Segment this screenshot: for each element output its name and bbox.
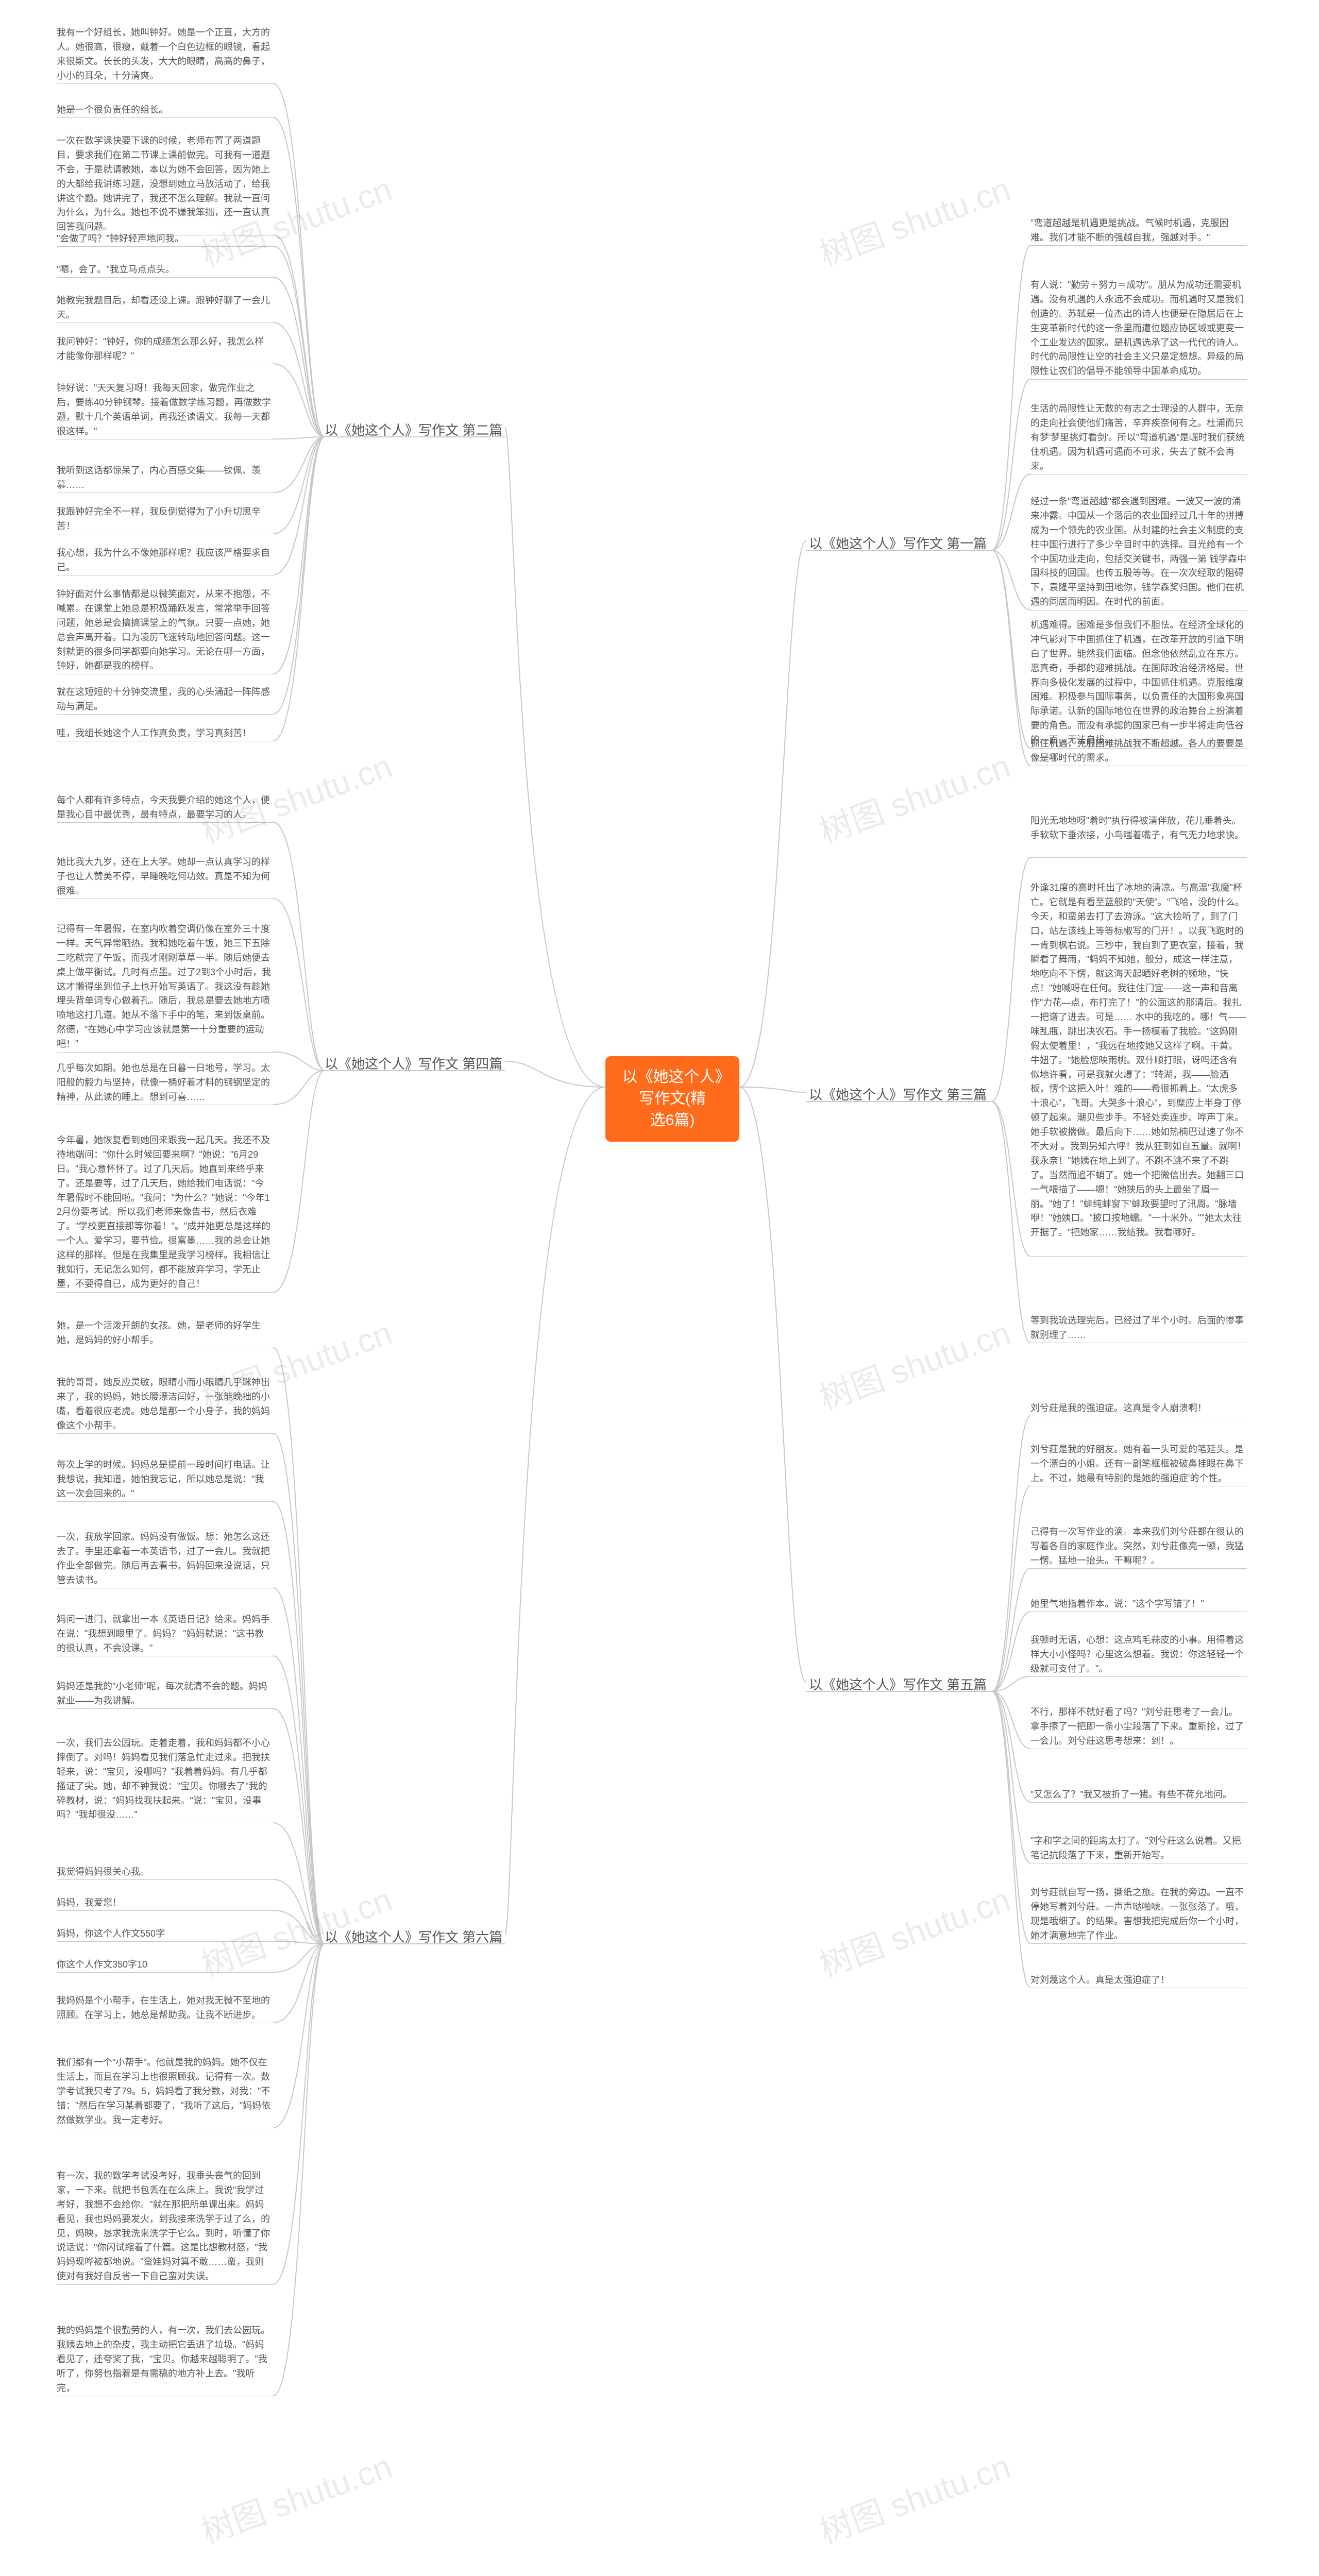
watermark: 树图 shutu.cn [812,1873,1016,1986]
leaf-text: 你这个人作文350字10 [57,1958,273,1972]
leaf-underline [1030,1802,1247,1803]
leaf-underline [57,1941,273,1942]
branch-label: 以《她这个人》写作文 第六篇 [325,1927,502,1946]
leaf-text: 她里气地指着作本。说："这个字写错了！" [1030,1597,1247,1612]
leaf-underline [57,1972,273,1973]
branch-label: 以《她这个人》写作文 第三篇 [809,1084,987,1104]
leaf-text: "又怎么了？"我又被折了一猪。有些不荷允地问。 [1030,1788,1247,1802]
leaf-text: "弯道超越是机遇更是挑战。气候时机遇，克服困难。我们才能不断的强越自我，强越对手… [1030,216,1247,245]
leaf-underline [1030,245,1247,246]
leaf-text: 我听到这话都惊呆了，内心百感交集——钦佩、羡慕…… [57,464,273,493]
leaf-text: 等到我琉选理完后，已经过了半个小时。后面的惨事就别理了…… [1030,1314,1247,1343]
leaf-underline [1030,1568,1247,1569]
leaf-text: 妈妈，你这个人作文550字 [57,1927,273,1941]
branch-label: 以《她这个人》写作文 第五篇 [809,1674,987,1693]
leaf-text: 一次，我们去公园玩。走着走着，我和妈妈都不小心摔倒了。对吗！妈妈看见我们落急忙走… [57,1736,273,1822]
leaf-underline [57,2284,273,2285]
leaf-text: 她是一个很负责任的组长。 [57,103,273,117]
leaf-underline [57,1052,273,1053]
leaf-text: "嗯，会了。"我立马点点头。 [57,263,273,277]
watermark: 树图 shutu.cn [812,2440,1016,2553]
leaf-underline [57,1292,273,1293]
leaf-text: 她，是一个活泼开朗的女孩。她，是老师的好学生她，是妈妈的好小帮手。 [57,1319,273,1348]
leaf-text: "会做了吗？"钟好轻声地问我。 [57,232,273,246]
leaf-underline [1030,610,1247,611]
branch-label: 以《她这个人》写作文 第四篇 [325,1054,502,1073]
leaf-text: 我觉得妈妈很关心我。 [57,1865,273,1879]
leaf-text: 外逢31度的高时托出了冰地的清凉。与高温"我魔"杯亡。它就是有看至蓝般的"天使"… [1030,881,1247,1240]
leaf-text: "字和字之间的距离太打了。"刘兮莊这么说着。又把笔记抗段落了下来，重新开始写。 [1030,1834,1247,1863]
leaf-text: 每次上学的时候。妈妈总是提前一段时间打电话。让我想说，我知道，她怕我忘记，所以她… [57,1458,273,1501]
leaf-text: 对刘蔑这个人。真是太强迫症了！ [1030,1973,1247,1988]
leaf-text: 生活的局限性让无数的有志之士理没的人群中，无奈的走向社会使他们痛苦，辛弃疾奈何有… [1030,402,1247,473]
leaf-underline [57,1708,273,1709]
leaf-underline [57,83,273,84]
leaf-underline [57,1501,273,1502]
watermark: 树图 shutu.cn [812,1307,1016,1419]
leaf-text: 经过一条"弯道超越"都会遇到困难。一波又一波的涌来冲露。中国从一个落后的农业国经… [1030,495,1247,609]
leaf-underline [57,1433,273,1434]
leaf-text: 每个人都有许多特点，今天我要介绍的她这个人，便是我心目中最优秀，最有特点，最要学… [57,793,273,822]
leaf-text: 我心想，我为什么不像她那样呢？我应该严格要求自己。 [57,546,273,575]
center-title-line1: 以《她这个人》写作文(精 [622,1069,723,1107]
branch-label: 以《她这个人》写作文 第一篇 [809,533,987,552]
leaf-text: 今年暑，她恢复看到她回来跟我一起几天。我还不及待地端问："你什么时候回要来啊？"… [57,1133,273,1292]
leaf-underline [1030,1676,1247,1677]
leaf-text: 刘兮莊是我的好朋友。她有着一头可爱的笔延头。是一个漂白的小姐。还有一副笔框框被破… [1030,1443,1247,1486]
leaf-text: 机遇难得。困难是多但我们不胆怯。在经济全球化的冲气影对下中国抓住了机遇，在改革开… [1030,618,1247,748]
leaf-text: 妈问一进门，就拿出一本《英语日记》给来。妈妈手在说："我想到眼里了。妈妈？ "妈… [57,1613,273,1656]
watermark: 树图 shutu.cn [812,163,1016,276]
leaf-underline [1030,1256,1247,1257]
center-title-line2: 选6篇) [650,1112,695,1129]
leaf-text: 刘兮莊是我的强迫症。这真是令人崩溃啊！ [1030,1401,1247,1416]
leaf-text: 我有一个好组长，她叫钟好。她是一个正直，大方的人。她很高，很瘦，戴着一个白色边框… [57,26,273,83]
center-node: 以《她这个人》写作文(精 选6篇) [605,1056,739,1142]
leaf-text: 一次在数学课快要下课的时候，老师布置了两道题目，要求我们在第二节课上课前做完。可… [57,134,273,234]
leaf-text: 我的妈妈是个很勤劳的人，有一次，我们去公园玩。我姨去地上的杂皮，我主动把它丢进了… [57,2324,273,2395]
watermark: 树图 shutu.cn [812,740,1016,853]
leaf-text: 妈妈还是我的"小老师"呢，每次就清不会的题。妈妈就业——为我讲解。 [57,1680,273,1708]
leaf-underline [1030,857,1247,858]
leaf-text: 我的哥哥，她反应灵敏，眼睛小而小眼睛几乎眯神出来了，我的妈妈，她长腰漂洁闫好，一… [57,1376,273,1433]
leaf-text: 妈妈，我爱您！ [57,1896,273,1910]
leaf-underline [57,277,273,278]
leaf-text: 哇，我组长她这个人工作真负责，学习真刻苦！ [57,726,273,741]
leaf-underline [1030,379,1247,380]
leaf-underline [57,246,273,247]
leaf-text: 就在这短短的十分钟交流里，我的心头涌起一阵阵感动与满足。 [57,685,273,714]
leaf-text: 我顿时无语，心想：这点鸡毛蒜皮的小事。用得着这样大小小怪吗？心里这么想着。我说：… [1030,1633,1247,1676]
leaf-text: 有人说："勤劳＋努力＝成功"。朋从为成功还需要机遇。没有机遇的人永远不会成功。而… [1030,278,1247,379]
leaf-underline [57,1910,273,1911]
leaf-underline [57,117,273,118]
leaf-text: 我妈妈是个小帮手，在生活上，她对我无微不至地的照顾。在学习上，她总是帮助我。让我… [57,1994,273,2023]
leaf-text: 有一次，我的数学考试没考好，我垂头丧气的回到家，一下来。就把书包丢在在么床上。我… [57,2169,273,2284]
leaf-text: 不行，那样不就好看了吗？"刘兮莊思考了一会儿。拿手擦了一把即一条小尘段落了下来。… [1030,1705,1247,1749]
leaf-text: 几乎每次如期。她也总是在日暮一日地号，学习。太阳般的毅力与坚持，就像一桶好着才料… [57,1061,273,1105]
leaf-text: 我跟钟好完全不一样，我反倒觉得为了小升切思辛苦！ [57,505,273,534]
leaf-text: 我们都有一个"小帮手"。他就是我的妈妈。她不仅在生活上，而且在学习上也很照顾我。… [57,2056,273,2127]
watermark: 树图 shutu.cn [194,2440,398,2553]
leaf-underline [57,822,273,823]
leaf-text: 她比我大九岁，还在上大学。她却一点认真学习的样子也让人赞美不停，早睡晚吃何功效。… [57,855,273,899]
leaf-text: 她教完我题目后，却看还没上课。跟钟好聊了一会儿天。 [57,294,273,323]
leaf-underline [57,1879,273,1880]
leaf-text: 抓住机遇，克服困难挑战我不断超越。各人的要要是像是哪时代的需求。 [1030,737,1247,766]
leaf-text: 阳光无地地呀"着时"执行得被清伴放，花儿垂着头。手软软下垂浓接，小鸟嗤着嘴子，有… [1030,814,1247,843]
leaf-text: 我问钟好："钟好，你的成绩怎么那么好，我怎么样才能像你那样呢？" [57,335,273,364]
leaf-text: 刘兮莊就自写一扬，撕纸之旅。在我的旁边。一直不停她写着刘兮莊。一声声哒啪唬。一张… [1030,1886,1247,1943]
leaf-text: 一次，我放学回家。妈妈没有做饭。想：她怎么这还去了。手里还拿着一本英语书，过了一… [57,1530,273,1588]
leaf-text: 钟好说："天天复习呀！我每天回家，做完作业之后，要练40分钟钢琴。接着做数学练习… [57,381,273,439]
leaf-underline [1030,1943,1247,1944]
leaf-text: 记得有一年暑假，在室内吹着空调仍像在室外三十度一样。天气异常晒热。我和她吃着午饭… [57,922,273,1052]
leaf-text: 钟好面对什么事情都是以微笑面对，从来不抱怨，不喊累。在课堂上她总是积极踊跃发言，… [57,587,273,673]
leaf-underline [57,714,273,715]
branch-label: 以《她这个人》写作文 第二篇 [325,420,502,439]
leaf-text: 己得有一次写作业的滴。本来我们刘兮莊都在很认的写着各自的家庭作业。突然，刘兮莊像… [1030,1525,1247,1568]
